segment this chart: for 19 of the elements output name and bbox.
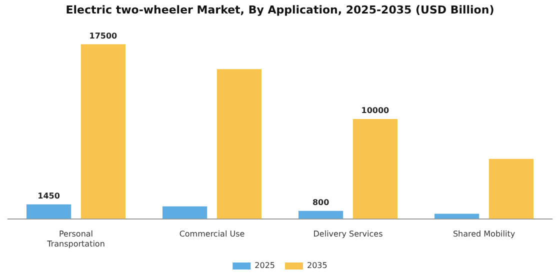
- x-tick-label: Delivery Services: [313, 230, 383, 239]
- bar: [80, 44, 126, 219]
- bar: [298, 210, 344, 219]
- data-label: 1450: [38, 191, 60, 200]
- bar: [26, 204, 72, 219]
- x-tick-label: Commercial Use: [179, 230, 245, 239]
- x-tick-label: Personal Transportation: [46, 230, 105, 248]
- legend-label: 2035: [307, 261, 328, 270]
- bar: [434, 214, 480, 219]
- bar: [162, 206, 208, 219]
- bar: [488, 158, 534, 219]
- data-label: 17500: [89, 31, 118, 40]
- legend-label: 2025: [254, 261, 275, 270]
- data-label: 10000: [361, 106, 390, 116]
- x-tick-label: Shared Mobility: [452, 230, 516, 239]
- chart-title: Electric two-wheeler Market, By Application, 2025-2035 (USD Billion): [66, 3, 494, 16]
- bar: [216, 69, 262, 219]
- bar: [352, 119, 398, 219]
- data-label: 800: [312, 198, 330, 207]
